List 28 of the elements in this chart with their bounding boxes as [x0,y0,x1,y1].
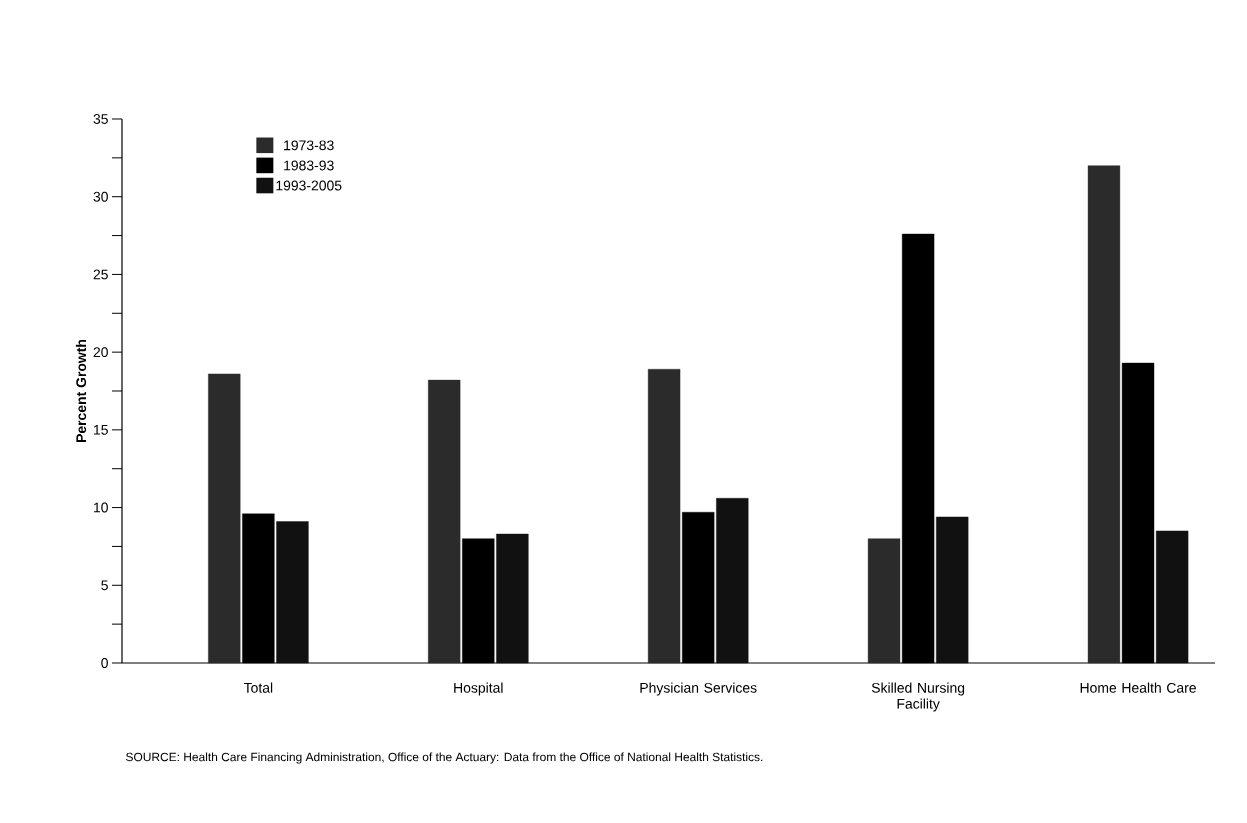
x-tick-label: Hospital [454,682,503,696]
bar [1156,530,1189,664]
y-tick-label: 5 [101,580,108,591]
bar [1087,165,1121,664]
bar [276,521,309,664]
y-axis-title: Percent Growth [75,339,87,442]
y-tick-label: 35 [93,114,108,124]
legend-label: 1983-93 [284,160,334,171]
bar [716,498,749,664]
y-tick-label: 25 [93,269,108,280]
y-tick-label: 15 [94,424,108,435]
x-tick-label: Physician Services [640,682,757,696]
legend-label: 1993-2005 [276,180,342,191]
source-note: SOURCE: Health Care Financing Administration, Office of the Actuary: Data from the Office of National Health Statistics. [126,752,763,764]
bar [867,538,901,664]
x-tick-label: Skilled Nursing Facility [871,682,965,712]
bar [208,373,241,664]
bar [647,369,681,664]
y-tick-label: 10 [94,502,108,513]
x-tick-label: Home Health Care [1080,682,1196,693]
y-tick-label: 20 [93,347,108,358]
bar [936,516,969,664]
legend-label: 1973-83 [284,140,334,151]
x-tick-label: Total [243,682,273,693]
bar [496,533,529,664]
y-tick-label: 0 [101,658,108,668]
bar [428,379,461,664]
y-tick-label: 30 [93,191,108,202]
